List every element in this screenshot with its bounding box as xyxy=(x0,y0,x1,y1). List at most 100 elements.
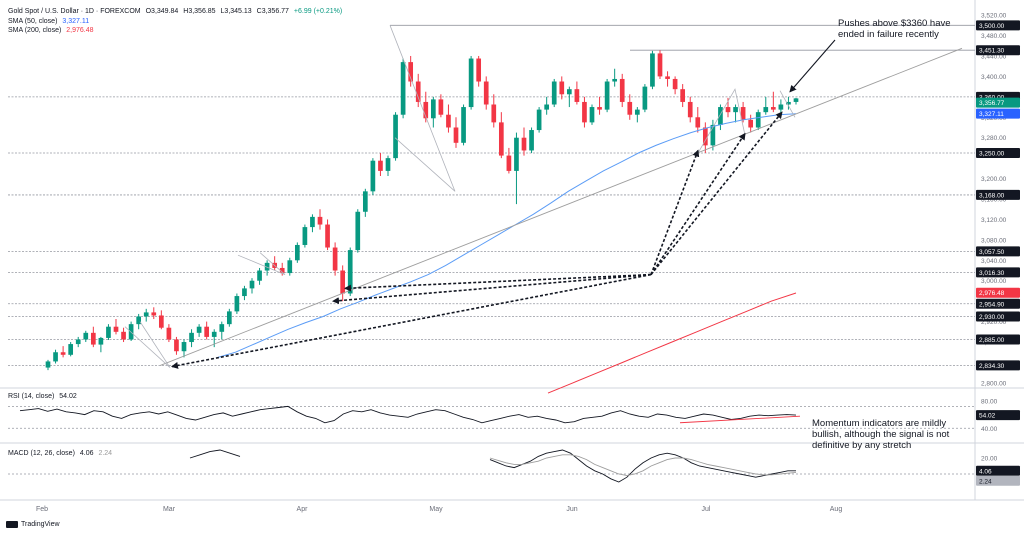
time-axis-label: Jul xyxy=(702,506,711,513)
uptrend-line xyxy=(159,47,963,366)
dashed-arrow xyxy=(171,273,652,369)
price-tick-label: 3,160.00 xyxy=(981,197,1007,204)
candle-body xyxy=(45,361,51,368)
level-tag-label: 3,057.50 xyxy=(979,249,1005,256)
sma200-legend-label: SMA (200, close) xyxy=(8,27,62,34)
candle-body xyxy=(158,315,164,328)
tradingview-icon xyxy=(6,521,18,528)
candle-body xyxy=(604,81,610,110)
time-axis-label: May xyxy=(429,506,443,513)
macd-label: MACD (12, 26, close) xyxy=(8,450,75,457)
rsi-tick-label: 40.00 xyxy=(981,426,998,433)
candle-body xyxy=(53,352,58,362)
candle-body xyxy=(710,124,716,146)
level-tag xyxy=(976,148,1020,159)
rsi-value-tag xyxy=(976,410,1020,421)
level-tag xyxy=(976,334,1020,345)
candle-body xyxy=(317,216,323,225)
rsi-tick-label: 80.00 xyxy=(981,398,998,405)
level-tag-label: 2,885.00 xyxy=(979,337,1005,344)
candle-body xyxy=(325,224,330,248)
sma50-price-tag xyxy=(976,108,1020,119)
tradingview-logo[interactable]: TradingView xyxy=(6,521,60,528)
time-axis-label: Apr xyxy=(297,506,309,513)
candle-body xyxy=(60,352,66,355)
candle-body xyxy=(83,332,89,340)
candle-body xyxy=(672,78,678,90)
candle-body xyxy=(521,137,527,151)
current-price-tag-label: 3,356.77 xyxy=(979,100,1005,107)
rsi-legend[interactable]: RSI (14, close) 54.02 xyxy=(8,392,80,401)
candle-body xyxy=(234,296,240,312)
candle-body xyxy=(98,337,104,345)
candle-body xyxy=(453,127,459,143)
candle-body xyxy=(264,262,270,271)
top-annotation: Pushes above $3360 have ended in failure… xyxy=(838,18,951,40)
macd-value-tag xyxy=(976,465,1020,476)
candle-body xyxy=(136,316,142,325)
dashed-arrow xyxy=(650,111,783,276)
candle-body xyxy=(347,250,353,294)
dashed-arrow xyxy=(344,273,652,292)
candle-body xyxy=(468,58,474,108)
candle-body xyxy=(106,326,111,338)
time-axis-label: Mar xyxy=(163,506,176,513)
sma200-legend-value: 2,976.48 xyxy=(66,27,94,34)
level-tag xyxy=(976,246,1020,257)
candle-body xyxy=(740,107,746,120)
candle-body xyxy=(332,247,338,271)
price-tick-label: 3,440.00 xyxy=(981,53,1007,60)
candle-body xyxy=(619,78,625,102)
sma200-legend[interactable]: SMA (200, close) 2,976.48 xyxy=(8,26,97,35)
price-tick-label: 3,200.00 xyxy=(981,176,1007,183)
candle-body xyxy=(400,62,406,115)
low-value: L3,345.13 xyxy=(220,8,252,15)
level-tag xyxy=(976,189,1020,200)
drawing-line xyxy=(124,321,171,368)
candle-body xyxy=(793,98,799,102)
candle-body xyxy=(687,101,693,118)
candle-body xyxy=(121,331,126,340)
candle-body xyxy=(566,89,572,95)
candle-body xyxy=(166,327,172,340)
candle-body xyxy=(68,344,74,355)
tradingview-brand: TradingView xyxy=(21,521,60,528)
rsi-line xyxy=(19,405,797,424)
candle-body xyxy=(204,326,210,337)
candle-body xyxy=(778,104,784,110)
candle-body xyxy=(257,270,262,281)
candle-body xyxy=(748,119,754,128)
candle-body xyxy=(634,109,640,115)
dashed-arrow xyxy=(650,149,700,275)
level-tag-label: 3,250.00 xyxy=(979,151,1005,158)
candle-body xyxy=(702,127,708,146)
change-value: +6.99 (+0.21%) xyxy=(293,8,343,15)
price-tick-label: 3,280.00 xyxy=(981,135,1007,142)
sma200-price-tag-label: 2,976.48 xyxy=(979,290,1005,297)
sma200-line xyxy=(547,292,797,394)
candle-body xyxy=(226,311,232,325)
candle-body xyxy=(665,76,670,79)
level-tag-label: 2,930.00 xyxy=(979,314,1005,321)
candle-body xyxy=(514,137,519,171)
candle-body xyxy=(642,86,648,110)
candle-body xyxy=(695,117,701,128)
price-tick-label: 3,520.00 xyxy=(981,13,1007,20)
close-value: C3,356.77 xyxy=(256,8,289,15)
candle-body xyxy=(755,112,761,128)
dashed-arrow xyxy=(650,132,746,276)
level-tag xyxy=(976,311,1020,322)
sma50-legend[interactable]: SMA (50, close) 3,327.11 xyxy=(8,17,92,26)
candle-body xyxy=(446,114,451,128)
macd-legend[interactable]: MACD (12, 26, close) 4.06 2.24 xyxy=(8,449,115,458)
sma50-price-tag-label: 3,327.11 xyxy=(979,111,1004,118)
candle-body xyxy=(786,101,791,105)
drawing-line xyxy=(237,252,286,275)
candle-body xyxy=(718,107,723,125)
candle-body xyxy=(476,58,482,82)
candle-body xyxy=(287,260,293,274)
sma50-legend-label: SMA (50, close) xyxy=(8,18,58,25)
candle-body xyxy=(770,107,776,110)
